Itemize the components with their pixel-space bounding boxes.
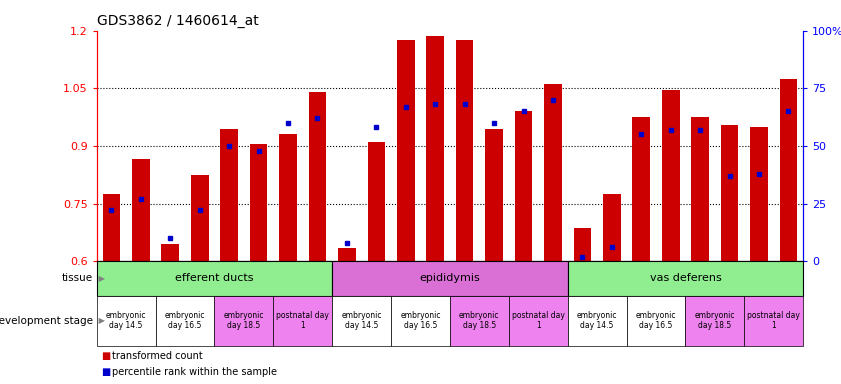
Bar xyxy=(568,261,803,296)
Bar xyxy=(309,92,326,261)
Bar xyxy=(332,261,568,296)
Text: embryonic
day 18.5: embryonic day 18.5 xyxy=(459,311,500,330)
Text: embryonic
day 18.5: embryonic day 18.5 xyxy=(224,311,264,330)
Bar xyxy=(214,296,273,346)
Bar xyxy=(426,36,444,261)
Text: postnatal day
1: postnatal day 1 xyxy=(277,311,329,330)
Bar xyxy=(332,296,391,346)
Bar xyxy=(515,111,532,261)
Text: ▶: ▶ xyxy=(96,274,105,283)
Bar xyxy=(397,40,415,261)
Bar xyxy=(161,244,179,261)
Bar xyxy=(273,296,332,346)
Text: embryonic
day 14.5: embryonic day 14.5 xyxy=(341,311,382,330)
Bar xyxy=(456,40,473,261)
Bar xyxy=(368,142,385,261)
Text: embryonic
day 18.5: embryonic day 18.5 xyxy=(695,311,735,330)
Bar xyxy=(568,296,627,346)
Bar xyxy=(744,296,803,346)
Text: tissue: tissue xyxy=(61,273,93,283)
Bar xyxy=(544,84,562,261)
Text: vas deferens: vas deferens xyxy=(649,273,722,283)
Text: embryonic
day 16.5: embryonic day 16.5 xyxy=(636,311,676,330)
Text: postnatal day
1: postnatal day 1 xyxy=(512,311,564,330)
Bar xyxy=(103,194,120,261)
Text: embryonic
day 16.5: embryonic day 16.5 xyxy=(400,311,441,330)
Bar xyxy=(691,117,709,261)
Bar xyxy=(279,134,297,261)
Text: embryonic
day 14.5: embryonic day 14.5 xyxy=(577,311,617,330)
Bar xyxy=(721,125,738,261)
Bar xyxy=(391,296,450,346)
Text: epididymis: epididymis xyxy=(420,273,480,283)
Bar xyxy=(685,296,744,346)
Text: percentile rank within the sample: percentile rank within the sample xyxy=(112,366,277,377)
Bar xyxy=(450,296,509,346)
Bar xyxy=(627,296,685,346)
Bar xyxy=(509,296,568,346)
Text: embryonic
day 16.5: embryonic day 16.5 xyxy=(165,311,205,330)
Bar xyxy=(250,144,267,261)
Bar xyxy=(132,159,150,261)
Text: transformed count: transformed count xyxy=(112,351,203,361)
Bar xyxy=(603,194,621,261)
Bar xyxy=(191,175,209,261)
Text: efferent ducts: efferent ducts xyxy=(175,273,254,283)
Bar xyxy=(780,79,797,261)
Bar xyxy=(485,129,503,261)
Text: ▶: ▶ xyxy=(96,316,105,325)
Bar xyxy=(662,90,680,261)
Bar xyxy=(97,296,156,346)
Text: ■: ■ xyxy=(101,366,110,377)
Bar xyxy=(632,117,650,261)
Text: GDS3862 / 1460614_at: GDS3862 / 1460614_at xyxy=(97,14,258,28)
Bar xyxy=(750,127,768,261)
Text: development stage: development stage xyxy=(0,316,93,326)
Bar xyxy=(220,129,238,261)
Bar xyxy=(156,296,214,346)
Bar xyxy=(574,228,591,261)
Bar xyxy=(338,248,356,261)
Text: ■: ■ xyxy=(101,351,110,361)
Bar xyxy=(97,261,332,296)
Text: postnatal day
1: postnatal day 1 xyxy=(748,311,800,330)
Text: embryonic
day 14.5: embryonic day 14.5 xyxy=(106,311,146,330)
